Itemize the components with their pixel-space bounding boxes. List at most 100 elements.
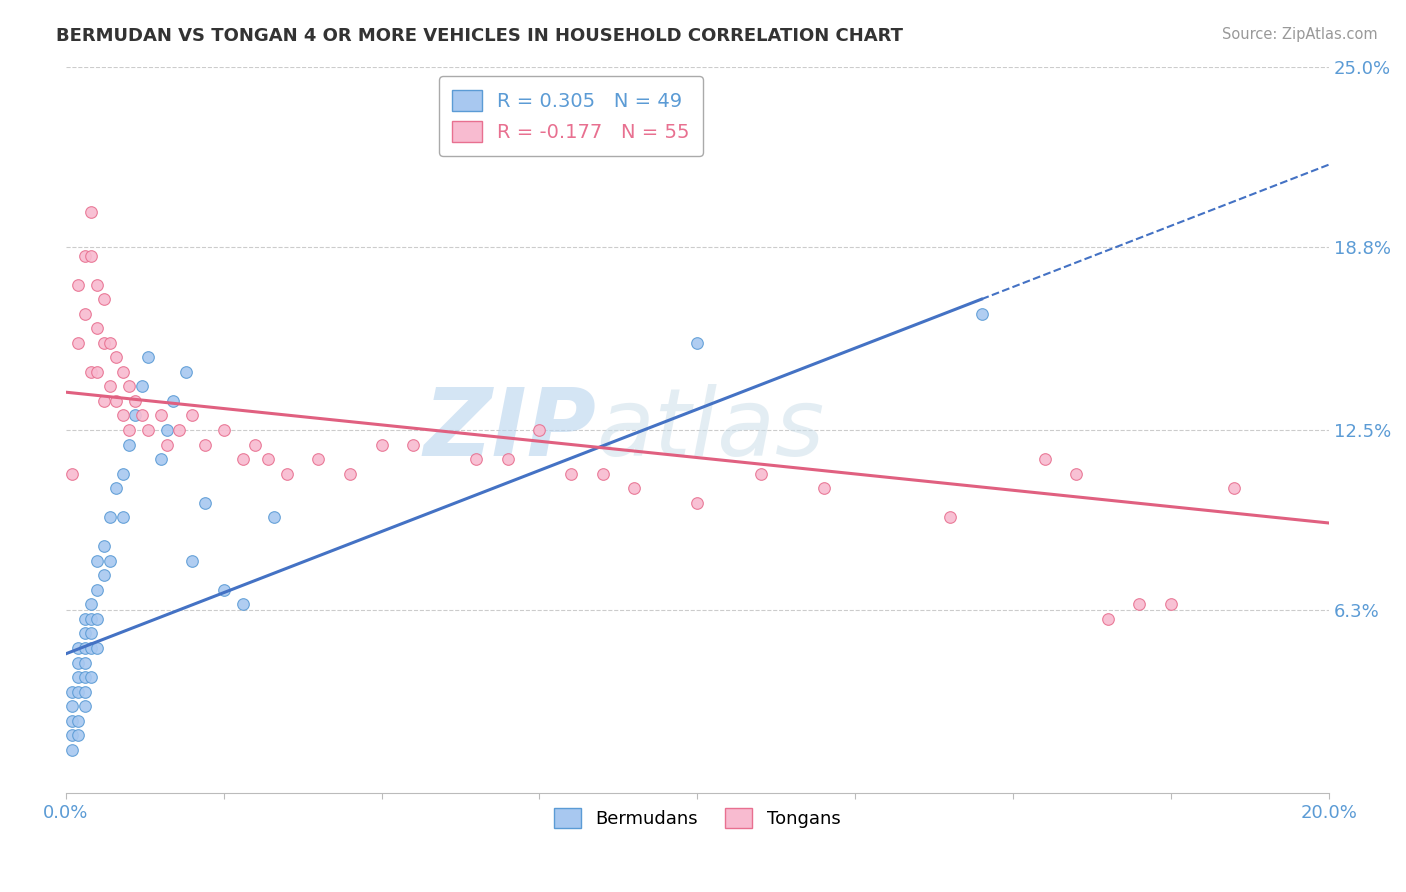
Point (60, 728, 83, 742)
Point (80, 598, 103, 612)
Point (105, 481, 128, 495)
Text: Source: ZipAtlas.com: Source: ZipAtlas.com (1222, 27, 1378, 42)
Point (93, 292, 115, 306)
Point (105, 393, 128, 408)
Point (1064, 467, 1087, 481)
Point (73, 626, 96, 640)
Point (98, 379, 121, 393)
Point (181, 554, 204, 568)
Point (67, 640, 90, 655)
Point (73, 699, 96, 714)
Point (623, 481, 645, 495)
Point (93, 539, 115, 553)
Point (149, 409, 172, 423)
Point (465, 452, 488, 467)
Point (402, 437, 425, 451)
Point (162, 393, 184, 408)
Point (86, 277, 108, 292)
Point (156, 437, 179, 451)
Point (67, 670, 90, 684)
Point (73, 684, 96, 698)
Point (169, 423, 191, 437)
Point (80, 640, 103, 655)
Point (111, 409, 134, 423)
Point (1223, 481, 1246, 495)
Point (560, 467, 582, 481)
Text: ZIP: ZIP (423, 384, 596, 476)
Point (1097, 612, 1119, 626)
Point (60, 467, 83, 481)
Point (98, 554, 121, 568)
Point (131, 379, 153, 393)
Point (686, 496, 709, 510)
Point (194, 437, 217, 451)
Point (93, 393, 115, 408)
Point (529, 423, 551, 437)
Point (60, 743, 83, 757)
Point (257, 452, 280, 467)
Point (111, 467, 134, 481)
Point (181, 409, 204, 423)
Point (60, 699, 83, 714)
Point (970, 307, 993, 321)
Point (86, 365, 108, 379)
Point (686, 335, 709, 350)
Point (67, 684, 90, 698)
Point (98, 510, 121, 524)
Point (118, 437, 141, 451)
Point (73, 612, 96, 626)
Point (67, 335, 90, 350)
Point (1160, 598, 1182, 612)
Point (86, 612, 108, 626)
Point (1128, 598, 1150, 612)
Point (1033, 452, 1056, 467)
Point (307, 452, 329, 467)
Point (118, 379, 141, 393)
Point (73, 307, 96, 321)
Point (73, 640, 96, 655)
Point (80, 612, 103, 626)
Text: atlas: atlas (596, 384, 824, 475)
Point (496, 452, 519, 467)
Legend: Bermudans, Tongans: Bermudans, Tongans (547, 801, 848, 835)
Point (276, 467, 298, 481)
Point (212, 423, 235, 437)
Point (212, 582, 235, 597)
Point (749, 467, 772, 481)
Point (813, 481, 835, 495)
Point (339, 467, 361, 481)
Point (118, 423, 141, 437)
Point (80, 670, 103, 684)
Point (592, 467, 614, 481)
Point (80, 205, 103, 219)
Point (86, 582, 108, 597)
Point (73, 670, 96, 684)
Point (93, 335, 115, 350)
Point (60, 714, 83, 728)
Point (939, 510, 962, 524)
Point (80, 365, 103, 379)
Point (80, 626, 103, 640)
Point (86, 640, 108, 655)
Point (73, 248, 96, 262)
Point (80, 248, 103, 262)
Point (124, 409, 146, 423)
Point (67, 277, 90, 292)
Point (93, 568, 115, 582)
Point (60, 684, 83, 698)
Point (86, 554, 108, 568)
Point (67, 656, 90, 670)
Point (131, 409, 153, 423)
Point (149, 452, 172, 467)
Point (67, 714, 90, 728)
Point (111, 365, 134, 379)
Point (370, 437, 392, 451)
Point (232, 598, 254, 612)
Point (232, 452, 254, 467)
Point (245, 437, 267, 451)
Point (105, 351, 128, 365)
Point (263, 510, 285, 524)
Point (136, 351, 159, 365)
Text: BERMUDAN VS TONGAN 4 OR MORE VEHICLES IN HOUSEHOLD CORRELATION CHART: BERMUDAN VS TONGAN 4 OR MORE VEHICLES IN… (56, 27, 903, 45)
Point (136, 423, 159, 437)
